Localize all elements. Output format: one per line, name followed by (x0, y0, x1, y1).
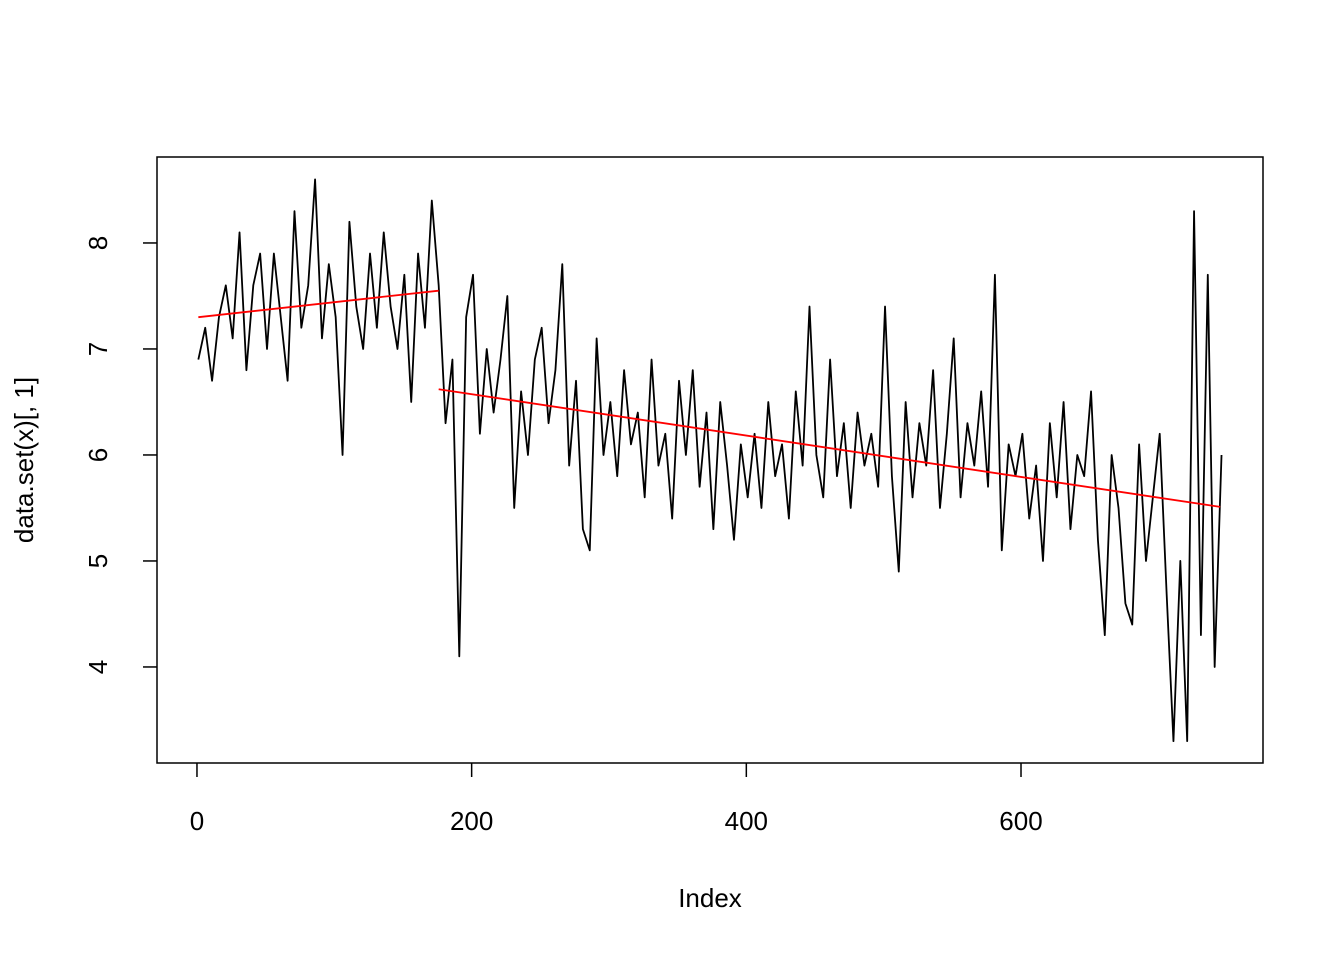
data-line (197, 178, 1223, 743)
x-tick-label: 400 (725, 806, 768, 836)
y-tick-label: 4 (83, 660, 113, 674)
x-tick-label: 600 (999, 806, 1042, 836)
y-tick-label: 5 (83, 554, 113, 568)
data-line (198, 289, 439, 319)
y-tick-label: 8 (83, 236, 113, 250)
y-tick-label: 7 (83, 342, 113, 356)
plot-box (156, 156, 1264, 764)
y-tick-label: 6 (83, 448, 113, 462)
x-tick-label: 200 (450, 806, 493, 836)
y-axis-label: data.set(x)[, 1] (9, 377, 39, 543)
x-axis-label: Index (678, 883, 742, 913)
x-tick-label: 0 (190, 806, 204, 836)
data-line (438, 388, 1221, 508)
